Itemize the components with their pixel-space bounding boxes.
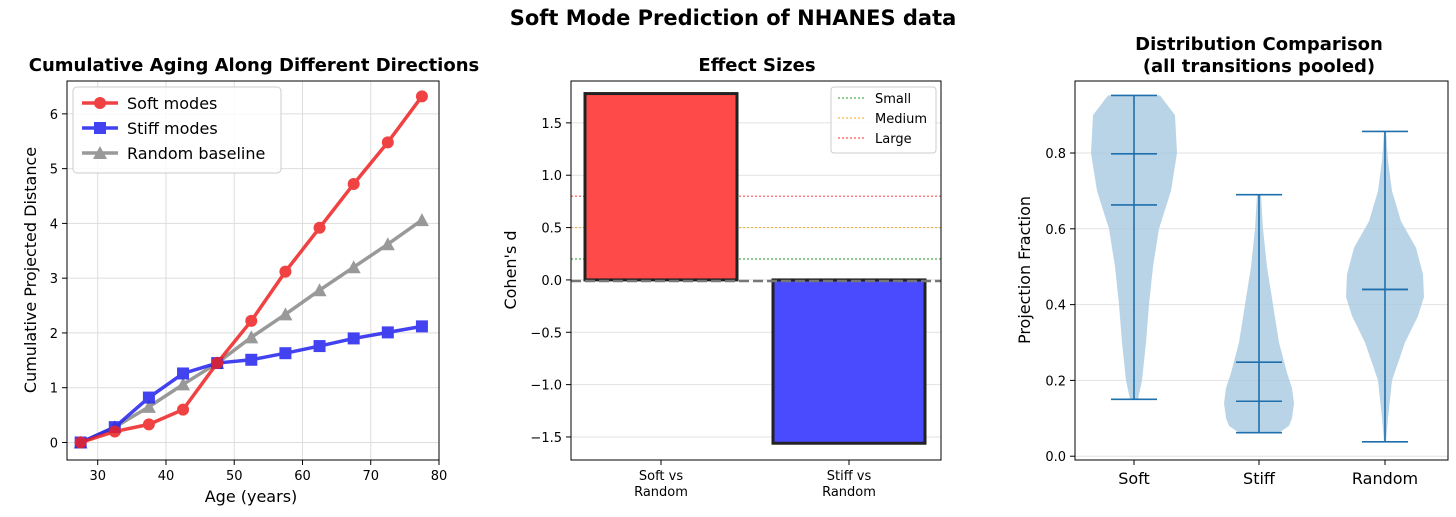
triangle-marker bbox=[414, 213, 429, 227]
triangle-marker bbox=[93, 146, 107, 159]
y-tick-label: 5 bbox=[50, 163, 58, 178]
y-tick-label: 0.0 bbox=[1045, 450, 1066, 465]
square-marker bbox=[415, 320, 428, 333]
line-chart-ylabel: Cumulative Projected Distance bbox=[21, 147, 40, 393]
circle-marker bbox=[415, 90, 428, 103]
line-chart-legend: Soft modes Stiff modes Random baseline bbox=[72, 86, 282, 174]
y-tick-label: 1.0 bbox=[541, 169, 562, 184]
y-tick-label: 0.5 bbox=[541, 222, 562, 237]
square-marker bbox=[313, 340, 326, 353]
line-chart-frame bbox=[66, 80, 440, 461]
legend-swatch bbox=[82, 122, 118, 134]
x-tick-label: Stiff bbox=[1243, 469, 1276, 488]
triangle-marker bbox=[346, 260, 361, 274]
legend-label: Random baseline bbox=[127, 144, 265, 163]
line-chart-title: Cumulative Aging Along Different Directi… bbox=[29, 55, 479, 76]
legend-label: Large bbox=[875, 132, 912, 147]
y-tick-label: 0.2 bbox=[1045, 374, 1066, 389]
triangle-marker bbox=[380, 237, 395, 251]
legend-label: Small bbox=[875, 92, 911, 107]
y-tick-label: 1.5 bbox=[541, 117, 562, 132]
y-tick-label: 2 bbox=[50, 327, 58, 342]
square-marker bbox=[142, 391, 155, 404]
legend-label: Soft modes bbox=[127, 94, 217, 113]
violin-chart-title-line2: (all transitions pooled) bbox=[1143, 56, 1375, 77]
y-tick-label: 0.8 bbox=[1045, 147, 1066, 162]
x-tick-label: Random bbox=[822, 485, 876, 500]
circle-marker bbox=[313, 221, 326, 234]
circle-marker bbox=[245, 314, 258, 327]
circle-marker bbox=[74, 436, 87, 449]
x-tick-label: 40 bbox=[158, 469, 175, 484]
violin-chart-frame bbox=[1074, 80, 1449, 461]
x-tick-label: Random bbox=[1352, 469, 1418, 488]
y-tick-label: 4 bbox=[50, 217, 58, 232]
square-marker bbox=[381, 326, 394, 339]
bar-chart-frame bbox=[570, 80, 942, 461]
cumulative-aging-chart: Cumulative Aging Along Different Directi… bbox=[21, 55, 479, 506]
square-marker bbox=[279, 347, 292, 360]
circle-marker bbox=[381, 136, 394, 149]
y-tick-label: 0.0 bbox=[541, 274, 562, 289]
x-tick-label: 50 bbox=[226, 469, 243, 484]
circle-marker bbox=[94, 97, 106, 109]
violin-chart-title-line1: Distribution Comparison bbox=[1135, 34, 1383, 55]
legend-swatch bbox=[82, 97, 118, 109]
x-tick-label: 80 bbox=[431, 469, 448, 484]
circle-marker bbox=[211, 357, 224, 370]
bar-chart-title: Effect Sizes bbox=[698, 55, 815, 76]
x-tick-label: 60 bbox=[294, 469, 311, 484]
triangle-marker bbox=[176, 377, 191, 391]
y-tick-label: 0.6 bbox=[1045, 223, 1066, 238]
circle-marker bbox=[142, 418, 155, 431]
square-marker bbox=[245, 353, 258, 366]
triangle-marker bbox=[278, 307, 293, 321]
square-marker bbox=[347, 332, 360, 345]
legend-label: Stiff modes bbox=[127, 119, 218, 138]
y-tick-label: 0.4 bbox=[1045, 299, 1066, 314]
circle-marker bbox=[347, 177, 360, 190]
y-tick-label: 3 bbox=[50, 272, 58, 287]
bar bbox=[583, 92, 739, 282]
x-tick-label: Soft vs bbox=[639, 469, 683, 484]
effect-sizes-chart: Effect Sizes 1.5 1.0 0.5 0.0 −0.5 −1.0 −1.5 Sof… bbox=[501, 55, 942, 500]
bar bbox=[771, 278, 927, 445]
series-random-baseline bbox=[73, 213, 429, 449]
x-tick-label: 30 bbox=[89, 469, 106, 484]
circle-marker bbox=[108, 425, 121, 438]
bar-chart-legend: Small Medium Large bbox=[830, 86, 937, 154]
circle-marker bbox=[177, 403, 190, 416]
y-tick-label: 0 bbox=[50, 436, 58, 451]
series-soft-modes bbox=[74, 90, 428, 449]
violin-chart-ylabel: Projection Fraction bbox=[1015, 196, 1034, 344]
legend-label: Medium bbox=[875, 112, 927, 127]
y-tick-label: −0.5 bbox=[530, 326, 562, 341]
y-tick-label: 6 bbox=[50, 108, 58, 123]
x-tick-label: Soft bbox=[1118, 469, 1150, 488]
square-marker bbox=[177, 367, 190, 380]
distribution-comparison-chart: Distribution Comparison (all transitions… bbox=[1015, 34, 1449, 488]
circle-marker bbox=[279, 265, 292, 278]
legend-swatch bbox=[82, 146, 118, 159]
triangle-marker bbox=[141, 399, 156, 413]
bar-chart-ylabel: Cohen's d bbox=[501, 230, 520, 309]
y-tick-label: −1.5 bbox=[530, 431, 562, 446]
line-chart-xlabel: Age (years) bbox=[205, 487, 298, 506]
x-tick-label: Random bbox=[634, 485, 688, 500]
x-tick-label: Stiff vs bbox=[827, 469, 872, 484]
y-tick-label: −1.0 bbox=[530, 379, 562, 394]
triangle-marker bbox=[244, 330, 259, 344]
figure-suptitle: Soft Mode Prediction of NHANES data bbox=[510, 6, 957, 30]
triangle-marker bbox=[312, 283, 327, 297]
y-tick-label: 1 bbox=[50, 382, 58, 397]
x-tick-label: 70 bbox=[362, 469, 379, 484]
square-marker bbox=[94, 122, 106, 134]
